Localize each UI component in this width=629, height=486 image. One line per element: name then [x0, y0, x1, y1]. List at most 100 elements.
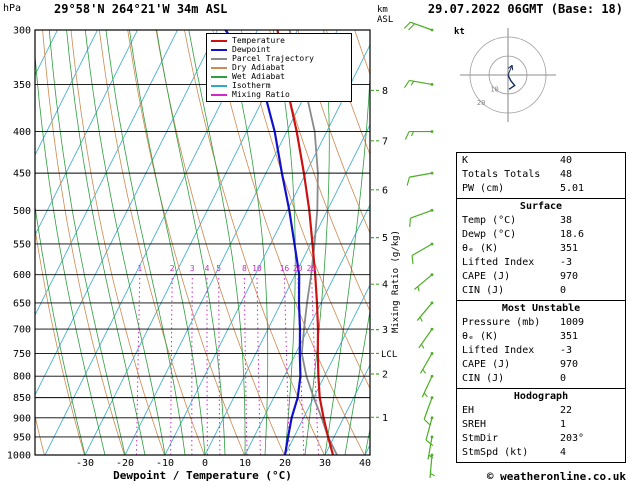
stat-row: Totals Totals 48	[457, 168, 625, 182]
stat-row: SREH 1	[457, 418, 625, 432]
legend-row: Mixing Ratio	[211, 90, 351, 99]
svg-text:850: 850	[13, 393, 31, 404]
stat-label: θₑ (K)	[462, 243, 499, 254]
legend-row: Dry Adiabat	[211, 63, 351, 72]
stat-row: Pressure (mb) 1009	[457, 316, 625, 330]
parcel-legend-line	[211, 57, 227, 60]
svg-text:550: 550	[13, 239, 31, 250]
stat-row: θₑ (K) 351	[457, 242, 625, 256]
hodograph: 10 20 kt	[454, 27, 556, 122]
stat-value: -3	[560, 345, 573, 356]
svg-text:6: 6	[382, 185, 388, 196]
stat-value: 4	[560, 447, 567, 458]
svg-text:40: 40	[359, 458, 371, 469]
svg-text:10: 10	[252, 264, 262, 273]
km-axis-title: ASL	[377, 15, 393, 25]
stat-row: CIN (J) 0	[457, 284, 625, 298]
stat-label: K	[462, 155, 469, 166]
svg-text:16: 16	[280, 264, 290, 273]
svg-text:3: 3	[190, 264, 195, 273]
stat-value: 1	[560, 419, 567, 430]
svg-text:20: 20	[279, 458, 291, 469]
svg-text:1: 1	[382, 413, 388, 424]
svg-text:4: 4	[205, 264, 210, 273]
stat-value: 0	[560, 373, 567, 384]
stat-value: 203°	[560, 433, 585, 444]
pressure-labels: 300 350 400 450 500 550 600 650 700 750 800 850 900 9…	[7, 26, 31, 462]
mixing-ratio-lines	[136, 274, 319, 455]
mixing_ratio-legend-line	[211, 93, 227, 96]
svg-text:-20: -20	[116, 458, 134, 469]
station-title: 29°58'N 264°21'W 34m ASL	[54, 2, 228, 16]
svg-text:-30: -30	[76, 458, 94, 469]
x-axis-label: Dewpoint / Temperature (°C)	[113, 469, 292, 482]
pressure-axis-unit: hPa	[3, 3, 22, 14]
stat-row: K 40	[457, 154, 625, 168]
svg-text:10: 10	[239, 458, 251, 469]
stat-value: 48	[560, 169, 573, 180]
legend-row: Parcel Trajectory	[211, 54, 351, 63]
stat-value: 5.01	[560, 183, 585, 194]
mixing-ratio-axis-label: Mixing Ratio (g/kg)	[391, 230, 401, 333]
stat-row: Lifted Index -3	[457, 344, 625, 358]
legend-row: Temperature	[211, 36, 351, 45]
mixing-ratio-labels: 1 2 3 4 5 8 10 16 20 25	[137, 264, 316, 273]
chart-legend: Temperature Dewpoint Parcel Trajectory Dry …	[206, 33, 352, 102]
stat-row: CAPE (J) 970	[457, 270, 625, 284]
copyright: © weatheronline.co.uk	[486, 470, 626, 483]
dewpoint-legend-line	[211, 48, 227, 51]
svg-text:4: 4	[382, 280, 388, 291]
stat-row: StmSpd (kt) 4	[457, 446, 625, 460]
svg-text:8: 8	[242, 264, 247, 273]
svg-text:400: 400	[13, 127, 31, 138]
most-unstable-box: Most Unstable Pressure (mb) 1009 θₑ (K) 351…	[456, 300, 626, 389]
svg-text:0: 0	[202, 458, 208, 469]
temperature-legend-line	[211, 39, 227, 42]
stat-value: 18.6	[560, 229, 585, 240]
stat-label: CIN (J)	[462, 285, 505, 296]
stat-value: -3	[560, 257, 573, 268]
stat-label: StmDir	[462, 433, 499, 444]
kt-label: kt	[454, 27, 465, 37]
svg-text:8: 8	[382, 86, 388, 97]
legend-row: Isotherm	[211, 81, 351, 90]
stat-row: StmDir 203°	[457, 432, 625, 446]
stat-value: 38	[560, 215, 573, 226]
stat-row: Dewp (°C) 18.6	[457, 228, 625, 242]
stat-value: 351	[560, 243, 579, 254]
svg-text:750: 750	[13, 349, 31, 360]
stat-row: EH 22	[457, 404, 625, 418]
stat-label: Lifted Index	[462, 257, 535, 268]
stat-value: 40	[560, 155, 573, 166]
stat-label: SREH	[462, 419, 487, 430]
stat-label: Dewp (°C)	[462, 229, 517, 240]
svg-text:1000: 1000	[7, 451, 31, 462]
legend-label: Dry Adiabat	[232, 63, 285, 72]
stat-row: θₑ (K) 351	[457, 330, 625, 344]
stat-row: PW (cm) 5.01	[457, 182, 625, 196]
svg-text:450: 450	[13, 169, 31, 180]
svg-text:1: 1	[137, 264, 142, 273]
svg-text:25: 25	[307, 264, 317, 273]
stat-label: CAPE (J)	[462, 271, 511, 282]
stat-label: θₑ (K)	[462, 331, 499, 342]
legend-label: Mixing Ratio	[232, 90, 290, 99]
stat-label: StmSpd (kt)	[462, 447, 529, 458]
svg-text:5: 5	[216, 264, 221, 273]
svg-text:600: 600	[13, 270, 31, 281]
wet_adiabat-legend-line	[211, 75, 227, 78]
svg-text:350: 350	[13, 80, 31, 91]
stat-row: CAPE (J) 970	[457, 358, 625, 372]
svg-text:800: 800	[13, 372, 31, 383]
stat-value: 970	[560, 271, 579, 282]
hodograph-box: Hodograph EH 22 SREH 1 StmDir 203° StmSpd (kt)…	[456, 388, 626, 463]
stat-value: 351	[560, 331, 579, 342]
svg-text:500: 500	[13, 206, 31, 217]
svg-text:10: 10	[490, 85, 498, 93]
legend-label: Isotherm	[232, 81, 271, 90]
stat-label: EH	[462, 405, 475, 416]
stat-label: Temp (°C)	[462, 215, 517, 226]
stat-value: 22	[560, 405, 573, 416]
legend-row: Dewpoint	[211, 45, 351, 54]
stat-row: CIN (J) 0	[457, 372, 625, 386]
